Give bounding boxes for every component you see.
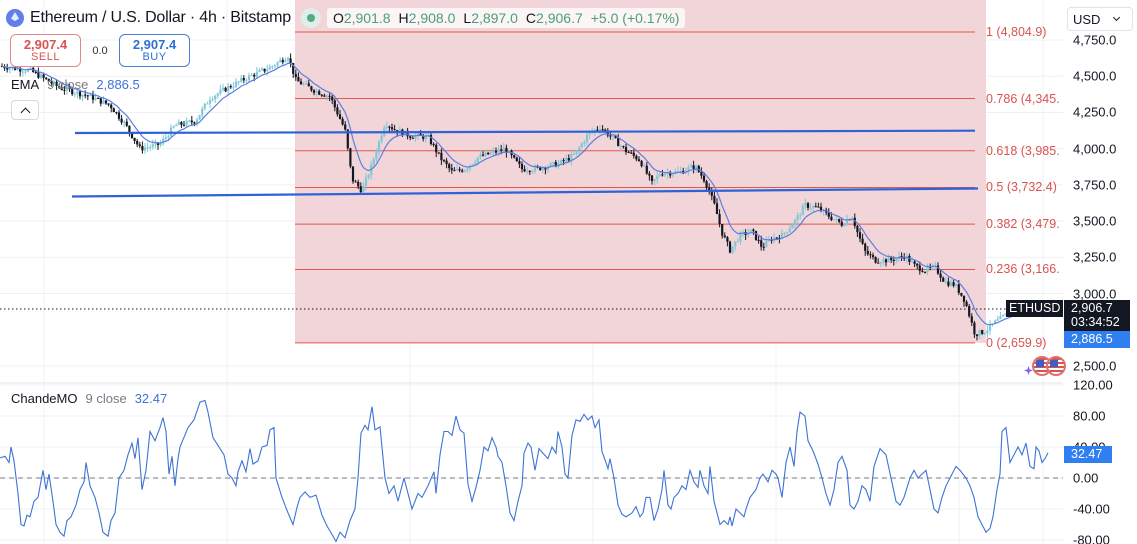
close-label: C — [525, 10, 537, 26]
market-status-icon[interactable] — [300, 8, 321, 28]
ema-value: 2,886.5 — [96, 77, 140, 92]
price-tick: 4,750.0 — [1073, 32, 1117, 48]
price-tick: 4,000.0 — [1073, 141, 1117, 157]
high-label: H — [398, 10, 409, 26]
fib-level-label: 0.236 (3,166. — [986, 262, 1060, 277]
osc-params: 9 close — [85, 391, 127, 406]
chandemo-legend[interactable]: ChandeMO 9 close 32.47 — [11, 391, 167, 406]
us-flag-icon — [1046, 356, 1066, 376]
osc-tick: 0.00 — [1073, 470, 1099, 486]
ema-name: EMA — [11, 77, 40, 92]
price-tick: 3,250.0 — [1073, 249, 1117, 265]
chandemo-line[interactable] — [0, 399, 1049, 543]
buy-button[interactable]: 2,907.4 BUY — [119, 34, 190, 67]
price-tick: 3,500.0 — [1073, 213, 1117, 229]
open-label: O — [332, 10, 344, 26]
fib-level-label: 0.618 (3,985. — [986, 143, 1060, 158]
symbol-title[interactable]: Ethereum / U.S. Dollar · 4h · Bitstamp — [30, 9, 291, 26]
fib-level-label: 0.786 (4,345. — [986, 91, 1060, 106]
open-value: 2,901.8 — [343, 10, 391, 26]
last-price-tag: 2,906.7 03:34:52 — [1064, 300, 1130, 331]
price-tick: 4,250.0 — [1073, 104, 1117, 120]
bar-countdown: 03:34:52 — [1071, 315, 1120, 329]
ohlc-values: O2,901.8 H2,908.0 L2,897.0 C2,906.7 +5.0… — [326, 8, 686, 28]
high-value: 2,908.0 — [408, 10, 456, 26]
osc-value: 32.47 — [134, 391, 168, 406]
sell-button[interactable]: 2,907.4 SELL — [10, 34, 81, 67]
sell-label: SELL — [31, 50, 60, 63]
osc-tick: -80.00 — [1073, 532, 1110, 544]
osc-tick: 120.00 — [1073, 377, 1113, 393]
economic-events-icon[interactable] — [1024, 356, 1066, 378]
fib-level-label: 0.382 (3,479. — [986, 217, 1060, 232]
currency-value: USD — [1073, 11, 1101, 27]
sell-price: 2,907.4 — [23, 36, 68, 52]
price-tick: 2,500.0 — [1073, 358, 1117, 374]
fib-level-label: 0.5 (3,732.4) — [986, 180, 1057, 195]
sparkle-icon — [1024, 366, 1033, 375]
low-value: 2,897.0 — [471, 10, 518, 26]
price-tick: 4,500.0 — [1073, 68, 1117, 84]
spread-value: 0.0 — [92, 44, 108, 57]
buy-label: BUY — [142, 50, 167, 63]
chandemo-value-tag: 32.47 — [1064, 446, 1112, 463]
currency-select[interactable]: USD — [1067, 7, 1133, 31]
close-value: 2,906.7 — [536, 10, 583, 26]
ema-params: 9 close — [47, 77, 89, 92]
trade-buttons: 2,907.4 SELL 0.0 2,907.4 BUY — [10, 34, 190, 67]
last-price: 2,906.7 — [1071, 301, 1113, 315]
trendline[interactable] — [74, 129, 976, 135]
change-value: +5.0 (+0.17%) — [590, 10, 680, 26]
chevron-down-icon — [1113, 13, 1121, 22]
ema-legend[interactable]: EMA 9 close 2,886.5 — [11, 77, 140, 92]
osc-tick: 80.00 — [1073, 408, 1106, 424]
trendline[interactable] — [71, 187, 979, 198]
buy-price: 2,907.4 — [132, 36, 177, 52]
ema-line[interactable] — [1, 62, 1019, 326]
low-label: L — [463, 10, 472, 26]
price-tick: 3,750.0 — [1073, 177, 1117, 193]
ethereum-logo-icon — [6, 9, 24, 27]
collapse-indicators-button[interactable] — [11, 100, 39, 120]
osc-name: ChandeMO — [11, 391, 78, 406]
symbol-tag: ETHUSD — [1006, 300, 1064, 317]
osc-tick: -40.00 — [1073, 501, 1110, 517]
symbol-legend: Ethereum / U.S. Dollar · 4h · Bitstamp O… — [6, 6, 686, 30]
fib-retracement-fill[interactable] — [295, 0, 986, 343]
price-tick: 3,000.0 — [1073, 286, 1117, 302]
fib-level-label: 1 (4,804.9) — [986, 25, 1047, 40]
fib-level-label: 0 (2,659.9) — [986, 335, 1047, 350]
ema-price-tag: 2,886.5 — [1064, 331, 1130, 348]
chevron-up-icon — [20, 107, 30, 117]
